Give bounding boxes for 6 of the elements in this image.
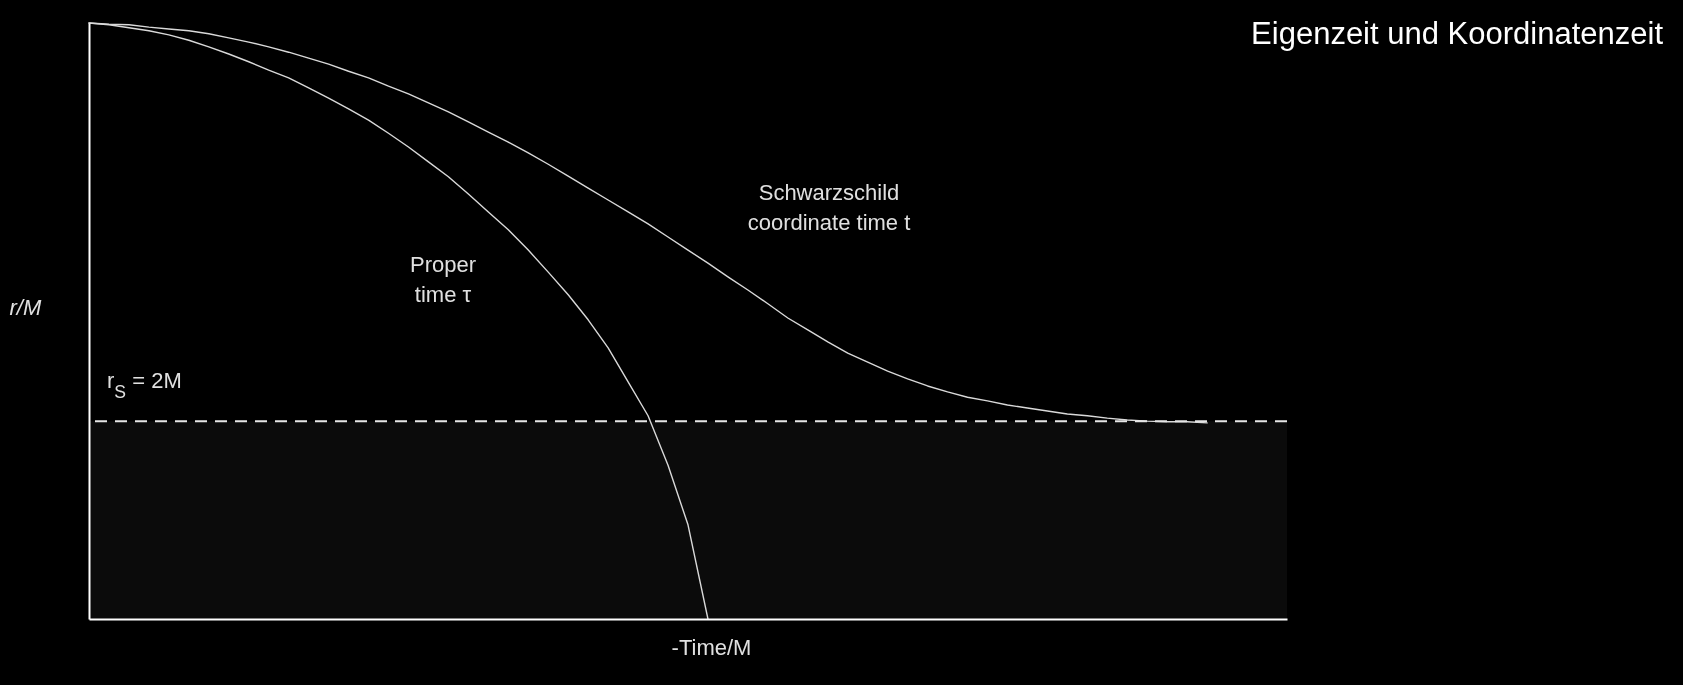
text: Eigenzeit und Koordinatenzeit [1251,16,1664,51]
text: Schwarzschild coordinate time t [747,180,911,235]
y-axis-title: r/M [9,294,42,320]
annotation: r$_{S}$ = 2M [107,368,182,402]
series-label: Proper time τ [409,252,477,307]
x-axis-title: -Time/M [671,634,752,660]
